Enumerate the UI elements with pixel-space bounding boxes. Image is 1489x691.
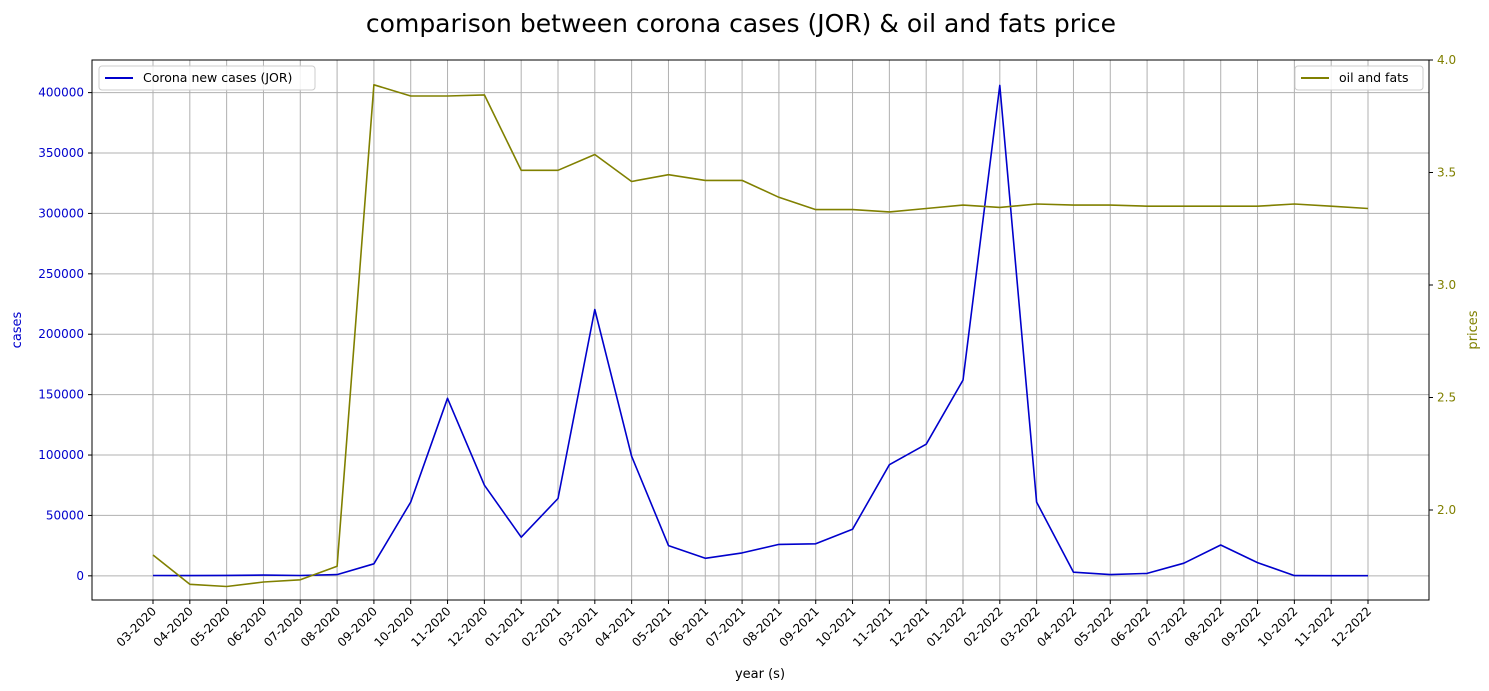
x-axis: 03-202004-202005-202006-202007-202008-20… xyxy=(114,600,1374,650)
legend-left-text: Corona new cases (JOR) xyxy=(143,70,292,85)
left-tick-label: 0 xyxy=(76,569,84,583)
right-tick-label: 2.0 xyxy=(1437,503,1456,517)
left-tick-label: 150000 xyxy=(38,388,84,402)
x-tick-label: 12-2022 xyxy=(1329,604,1374,649)
series-line-corona-cases xyxy=(152,84,1368,577)
left-tick-label: 100000 xyxy=(38,448,84,462)
left-tick-label: 300000 xyxy=(38,206,84,220)
left-axis: 0 50000 100000 150000 200000 250000 300000 3500… xyxy=(38,86,92,583)
left-tick-label: 250000 xyxy=(38,267,84,281)
right-axis-label: prices xyxy=(1466,310,1481,349)
left-tick-label: 400000 xyxy=(38,86,84,100)
series-layer xyxy=(152,84,1369,588)
series-line-oil-and-fats xyxy=(152,84,1369,588)
plot-frame xyxy=(91,59,1430,601)
legend-left: Corona new cases (JOR) xyxy=(98,65,316,91)
left-tick-label: 50000 xyxy=(46,508,84,522)
chart-title: comparison between corona cases (JOR) & … xyxy=(366,9,1116,38)
right-tick-label: 2.5 xyxy=(1437,391,1456,405)
right-tick-label: 3.5 xyxy=(1437,166,1456,180)
right-tick-label: 4.0 xyxy=(1437,53,1456,67)
left-tick-label: 200000 xyxy=(38,327,84,341)
right-tick-label: 3.0 xyxy=(1437,278,1456,292)
legend-left-box xyxy=(98,65,316,91)
right-axis: 2.0 2.5 3.0 3.5 4.0 xyxy=(1429,53,1456,517)
left-tick-label: 350000 xyxy=(38,146,84,160)
legend-right: oil and fats xyxy=(1294,65,1424,91)
legend-right-box xyxy=(1294,65,1424,91)
legend-right-text: oil and fats xyxy=(1339,70,1409,85)
left-axis-label: cases xyxy=(10,311,25,348)
x-axis-label: year (s) xyxy=(735,667,785,682)
grid-layer xyxy=(92,60,1429,600)
